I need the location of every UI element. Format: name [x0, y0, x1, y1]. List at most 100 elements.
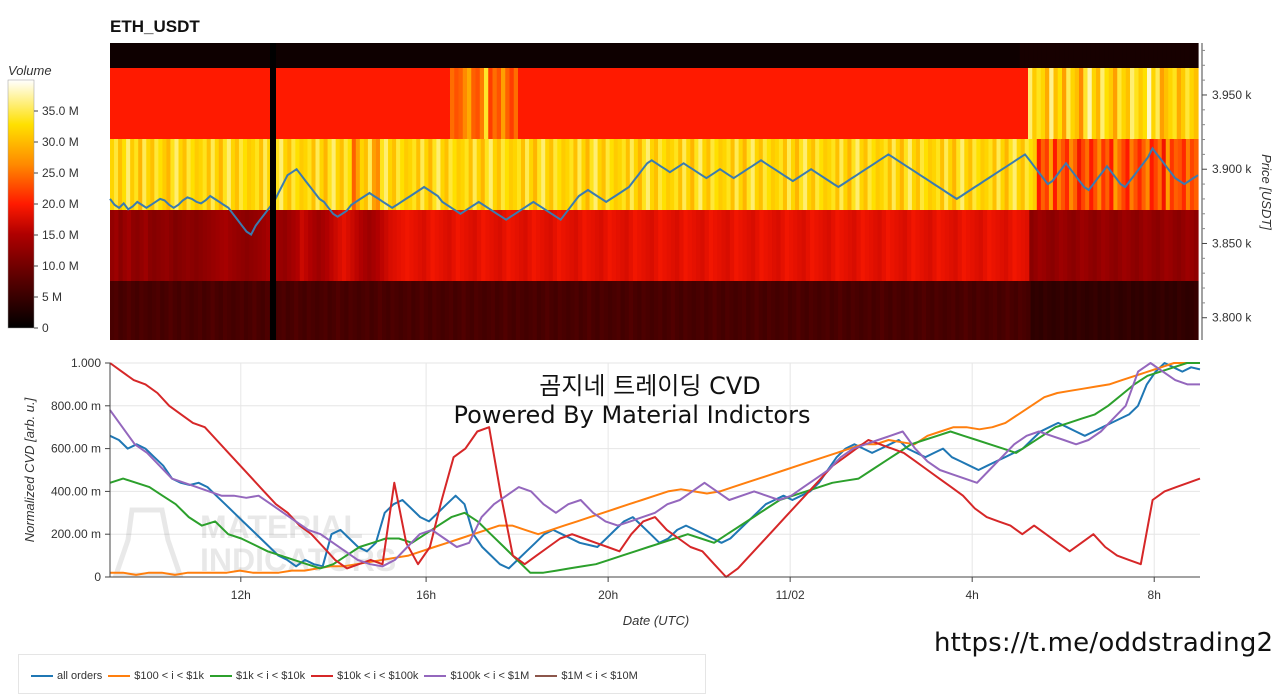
- heatmap-cell: [301, 43, 307, 68]
- heatmap-cell: [309, 68, 315, 139]
- heatmap-cell: [899, 139, 905, 210]
- cvd-y-tick-label: 200.00 m: [51, 527, 101, 541]
- heatmap-cell: [403, 68, 409, 139]
- heatmap-cell: [369, 281, 375, 340]
- legend-item[interactable]: $100 < i < $1k: [108, 670, 204, 682]
- heatmap-cell: [210, 281, 216, 340]
- heatmap-cell: [160, 281, 165, 340]
- heatmap-cell: [957, 43, 963, 68]
- heatmap-cell: [821, 281, 827, 340]
- heatmap-cell: [382, 43, 388, 68]
- heatmap-cell: [1193, 210, 1199, 281]
- heatmap-cell: [671, 43, 677, 68]
- heatmap-cell: [578, 43, 584, 68]
- heatmap-cell: [620, 210, 626, 281]
- legend-swatch: [535, 675, 558, 677]
- heatmap-cell: [236, 210, 242, 281]
- heatmap-cell: [356, 281, 362, 340]
- heatmap-cell: [315, 139, 321, 210]
- heatmap-cell: [597, 139, 603, 210]
- heatmap-cell: [596, 43, 602, 68]
- heatmap-cell: [523, 210, 529, 281]
- heatmap-cell: [390, 68, 396, 139]
- heatmap-cell: [279, 139, 284, 210]
- heatmap-cell: [948, 139, 953, 210]
- heatmap-cell: [1068, 281, 1074, 340]
- legend-item[interactable]: $1k < i < $10k: [209, 670, 305, 682]
- heatmap-cell: [152, 68, 158, 139]
- heatmap-cell: [199, 43, 205, 68]
- heatmap-cell: [1143, 281, 1149, 340]
- heatmap-cell: [573, 210, 579, 281]
- heatmap-cell: [295, 210, 301, 281]
- heatmap-cell: [126, 139, 131, 210]
- heatmap-cell: [176, 281, 182, 340]
- heatmap-cell: [967, 281, 973, 340]
- heatmap-cell: [690, 139, 695, 210]
- heatmap-cell: [512, 139, 518, 210]
- heatmap-cell: [770, 139, 776, 210]
- heatmap-cell: [426, 43, 432, 68]
- legend-item[interactable]: $1M < i < $10M: [535, 670, 638, 682]
- heatmap-cell: [118, 68, 124, 139]
- heatmap-cell: [472, 210, 478, 281]
- heatmap-cell: [365, 281, 371, 340]
- heatmap-cell: [688, 68, 693, 139]
- heatmap-cell: [720, 43, 726, 68]
- heatmap-cell: [360, 68, 366, 139]
- heatmap-cell: [432, 139, 437, 210]
- heatmap-cell: [467, 68, 472, 139]
- heatmap-cell: [549, 139, 554, 210]
- heatmap-cell: [217, 43, 223, 68]
- heatmap-cell: [156, 281, 161, 340]
- heatmap-cell: [1048, 139, 1054, 210]
- heatmap-cell: [898, 210, 904, 281]
- heatmap-cell: [350, 210, 356, 281]
- heatmap-cell: [607, 210, 613, 281]
- heatmap-cell: [761, 43, 767, 68]
- telegram-link[interactable]: https://t.me/oddstrading2: [934, 628, 1274, 658]
- heatmap-cell: [1189, 68, 1195, 139]
- heatmap-cell: [156, 210, 162, 281]
- price-tick-label: 3.800 k: [1212, 311, 1252, 325]
- heatmap-cell: [557, 139, 562, 210]
- heatmap-cell: [146, 139, 151, 210]
- heatmap-cell: [1079, 68, 1084, 139]
- heatmap-cell: [870, 68, 876, 139]
- heatmap-cell: [561, 281, 567, 340]
- heatmap-cell: [859, 281, 864, 340]
- heatmap-cell: [243, 43, 249, 68]
- heatmap-cell: [569, 210, 575, 281]
- heatmap-cell: [377, 281, 383, 340]
- heatmap-cell: [496, 68, 502, 139]
- heatmap-cell: [670, 281, 676, 340]
- heatmap-cell: [207, 68, 213, 139]
- heatmap-cell: [472, 139, 478, 210]
- heatmap-cell: [1047, 281, 1053, 340]
- heatmap-cell: [813, 281, 818, 340]
- legend-item[interactable]: all orders: [31, 670, 102, 682]
- heatmap-cell: [114, 139, 119, 210]
- heatmap-cell: [318, 68, 324, 139]
- heatmap-cell: [301, 68, 307, 139]
- heatmap-cell: [458, 68, 464, 139]
- heatmap-cell: [911, 139, 917, 210]
- heatmap-cell: [439, 43, 446, 68]
- heatmap-cell: [186, 68, 192, 139]
- heatmap-cell: [447, 210, 453, 281]
- heatmap-cell: [1073, 43, 1079, 68]
- heatmap-cell: [694, 139, 699, 210]
- heatmap-cell: [972, 68, 978, 139]
- legend-item[interactable]: $100k < i < $1M: [424, 670, 529, 682]
- heatmap-cell: [510, 210, 516, 281]
- heatmap-cell: [556, 68, 562, 139]
- heatmap-cell: [628, 281, 634, 340]
- heatmap-cell: [879, 68, 885, 139]
- heatmap-cell: [612, 281, 617, 340]
- legend-item[interactable]: $10k < i < $100k: [311, 670, 418, 682]
- heatmap-cell: [1165, 139, 1171, 210]
- heatmap-cell: [1134, 210, 1140, 281]
- heatmap-cell: [766, 139, 772, 210]
- heatmap-cell: [164, 281, 170, 340]
- heatmap-cell: [283, 43, 289, 68]
